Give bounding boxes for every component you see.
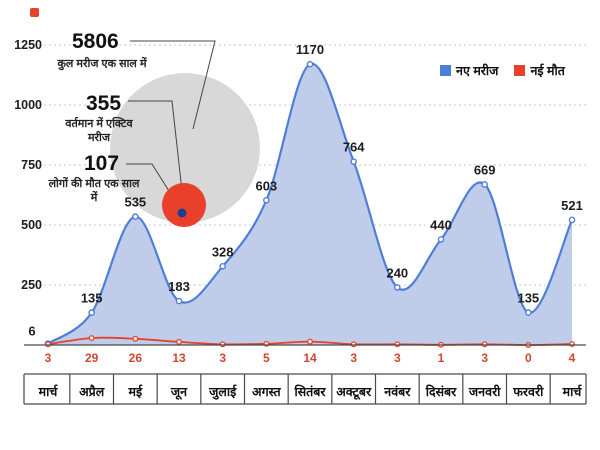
month-label: नवंबर	[383, 385, 411, 399]
point-new-patients	[88, 309, 95, 316]
month-label: मई	[128, 384, 144, 399]
point-new-deaths	[88, 335, 95, 341]
y-axis-tick-label: 1250	[14, 38, 42, 52]
point-new-patients	[481, 181, 488, 188]
annotation-total-value: 5806	[72, 30, 119, 53]
point-new-patients	[263, 196, 270, 204]
data-label-new-patients: 521	[561, 198, 583, 213]
annotation-deaths-circle	[162, 183, 206, 227]
data-label-new-patients: 440	[430, 217, 452, 232]
month-label: अप्रैल	[79, 384, 105, 399]
month-label: मार्च	[38, 384, 59, 399]
data-label-new-patients: 669	[474, 162, 496, 177]
point-new-patients	[175, 297, 183, 305]
line-new-patients	[47, 62, 573, 345]
point-new-deaths	[569, 341, 575, 347]
point-new-deaths	[176, 338, 182, 345]
point-new-patients	[350, 158, 357, 165]
y-axis-tick-label: 500	[21, 218, 42, 232]
data-label-new-deaths: 26	[129, 351, 143, 365]
annotation-line-total	[130, 40, 216, 130]
annotation-deaths-value: 107	[84, 152, 120, 175]
area-fill-new-patients	[48, 63, 572, 345]
annotation-line-active	[128, 100, 183, 192]
legend-item-new-deaths: नई मौत	[514, 62, 565, 79]
legend-swatch-red-icon	[514, 65, 526, 76]
annotation-active-caption: वर्तमान में एक्टिव मरीज	[65, 118, 133, 144]
month-label: जनवरी	[468, 384, 501, 399]
month-label: मार्च	[562, 384, 583, 399]
data-label-new-patients: 328	[212, 244, 234, 259]
data-label-new-patients: 135	[81, 291, 103, 306]
y-axis-tick-label: 1000	[14, 98, 42, 112]
annotation-active-value: 355	[86, 92, 122, 115]
month-label: अगस्त	[252, 385, 281, 399]
point-new-patients	[568, 216, 576, 224]
data-label-new-patients: 240	[386, 265, 408, 280]
data-label-new-patients: 603	[255, 178, 277, 193]
data-label-new-patients: 6	[28, 324, 35, 339]
data-label-new-deaths: 3	[45, 351, 52, 365]
data-label-new-deaths: 5	[263, 351, 270, 365]
data-label-new-deaths: 3	[350, 351, 357, 365]
point-new-deaths	[307, 338, 313, 345]
y-axis-tick-label: 750	[21, 158, 42, 172]
legend-label-new-patients: नए मरीज	[456, 64, 499, 78]
legend-swatch-blue-icon	[440, 65, 451, 76]
point-new-patients	[219, 262, 226, 270]
data-label-new-deaths: 13	[172, 351, 186, 365]
data-label-new-patients: 764	[343, 140, 365, 155]
data-label-new-patients: 135	[517, 291, 539, 306]
data-label-new-deaths: 14	[303, 351, 317, 365]
annotation-active-dot	[177, 208, 187, 218]
legend: नए मरीज नई मौत	[440, 62, 565, 79]
point-new-patients	[394, 284, 401, 291]
point-new-patients	[437, 236, 445, 243]
month-label: अक्टूबर	[336, 385, 372, 400]
data-label-new-patients: 183	[168, 279, 190, 294]
red-dot-icon	[30, 8, 39, 17]
point-new-deaths	[45, 341, 51, 348]
point-new-deaths	[219, 341, 226, 348]
annotation-total-circle	[110, 73, 260, 223]
data-label-new-patients: 1170	[296, 42, 324, 57]
point-new-patients	[306, 60, 314, 68]
data-label-new-deaths: 3	[219, 351, 226, 365]
data-label-new-deaths: 29	[85, 351, 99, 365]
point-new-deaths	[394, 341, 401, 348]
annotation-total-caption: कुल मरीज एक साल में	[57, 58, 147, 70]
point-new-patients	[525, 309, 532, 316]
y-axis-tick-label: 250	[21, 278, 42, 292]
data-label-new-deaths: 3	[481, 351, 488, 365]
data-label-new-deaths: 4	[569, 351, 576, 365]
annotation-line-deaths	[126, 163, 175, 200]
point-new-deaths	[481, 341, 488, 348]
annotation-deaths-caption: लोगों की मौत एक साल में	[48, 178, 140, 204]
month-label: जून	[170, 385, 188, 400]
legend-item-new-patients: नए मरीज	[440, 62, 498, 79]
legend-label-new-deaths: नई मौत	[530, 64, 565, 78]
point-new-patients	[132, 213, 139, 220]
data-label-new-deaths: 0	[525, 351, 532, 365]
data-label-new-deaths: 3	[394, 351, 401, 365]
point-new-deaths	[132, 335, 139, 342]
point-new-deaths	[350, 341, 357, 348]
data-label-new-deaths: 1	[438, 351, 445, 365]
month-label: सितंबर	[293, 384, 326, 399]
month-label: दिसंबर	[425, 384, 457, 399]
data-label-new-patients: 535	[124, 195, 146, 210]
month-label: जुलाई	[208, 384, 237, 400]
month-label: फरवरी	[512, 384, 544, 399]
